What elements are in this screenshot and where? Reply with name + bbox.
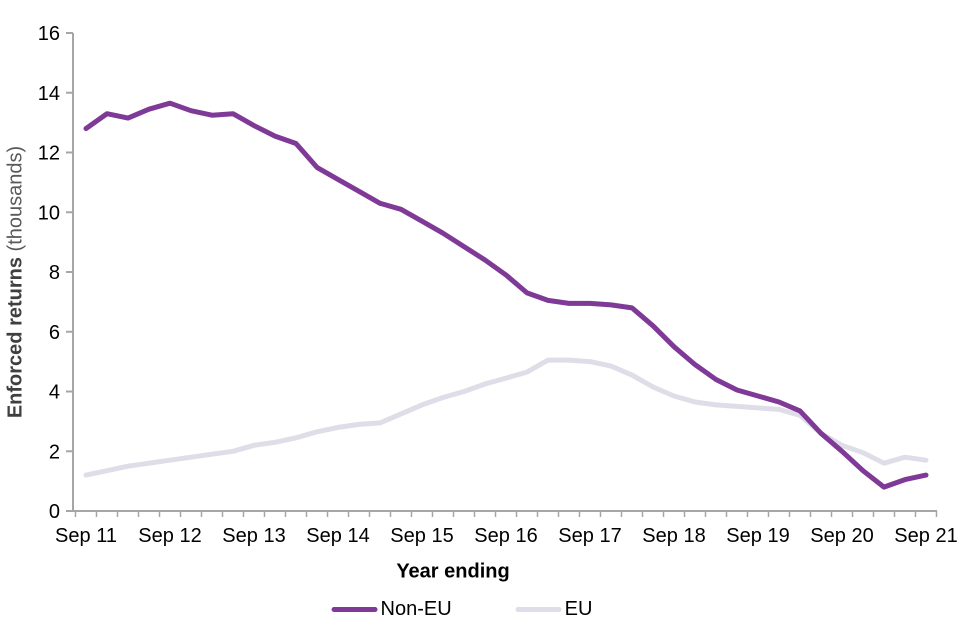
y-axis-title-unit: (thousands)	[4, 145, 27, 252]
y-tick-label: 2	[49, 441, 60, 463]
x-tick-label: Sep 16	[474, 525, 537, 547]
x-tick-label: Sep 14	[306, 525, 369, 547]
y-tick-label: 6	[49, 322, 60, 344]
legend-item-eu: EU	[515, 598, 593, 621]
x-tick-label: Sep 21	[894, 525, 957, 547]
x-tick-label: Sep 19	[726, 525, 789, 547]
eu-line-swatch	[515, 607, 562, 612]
y-axis-title-main: Enforced returns	[4, 257, 27, 419]
non-eu-line-swatch	[331, 607, 378, 612]
x-axis-title: Year ending	[396, 560, 510, 583]
eu-line	[83, 357, 929, 478]
y-axis-title: Enforced returns (thousands)	[5, 146, 28, 418]
x-tick-label: Sep 18	[642, 525, 705, 547]
non-eu-line	[83, 100, 929, 490]
x-tick-label: Sep 12	[138, 525, 201, 547]
legend: Non-EU EU	[331, 598, 593, 621]
y-tick-label: 16	[38, 23, 60, 45]
x-tick-label: Sep 15	[390, 525, 453, 547]
axes	[66, 32, 938, 517]
legend-item-non-eu: Non-EU	[331, 598, 452, 621]
y-tick-label: 0	[49, 501, 60, 523]
x-tick-label: Sep 11	[55, 525, 117, 547]
y-tick-label: 14	[38, 83, 60, 105]
y-tick-label: 8	[49, 262, 60, 284]
x-tick-label: Sep 13	[222, 525, 285, 547]
axis-tick-labels: 0 2 4 6 8 10 12 14 16 Sep 11 Sep 12 Sep 13 Sep 14 Sep…	[38, 23, 958, 547]
y-tick-label: 12	[38, 143, 60, 165]
eu-legend-label: EU	[564, 598, 593, 620]
non-eu-legend-label: Non-EU	[380, 598, 452, 620]
series-lines	[83, 100, 929, 490]
x-tick-label: Sep 20	[810, 525, 873, 547]
y-tick-label: 10	[38, 202, 60, 224]
x-tick-label: Sep 17	[558, 525, 621, 547]
y-tick-label: 4	[49, 382, 60, 404]
